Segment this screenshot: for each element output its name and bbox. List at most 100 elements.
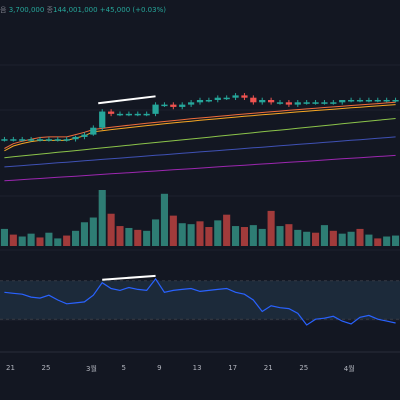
volume-bar-15: [134, 229, 142, 246]
volume-bar-43: [383, 236, 391, 246]
rsi-line: [4, 277, 396, 326]
candle-20: [179, 102, 186, 110]
candle-31: [276, 100, 284, 105]
candle-29: [259, 97, 266, 105]
volume-bar-25: [223, 214, 231, 246]
x-tick-label: 17: [228, 364, 238, 372]
volume-bar-36: [320, 225, 328, 246]
candle-43: [383, 97, 390, 103]
volume-bar-17: [152, 219, 160, 246]
header-low: 3,700,000: [8, 6, 45, 14]
candle-body: [63, 139, 70, 141]
candle-21: [188, 100, 195, 107]
candle-8: [72, 135, 79, 142]
candle-11: [99, 109, 106, 130]
volume-bar-7: [63, 235, 71, 246]
candle-body: [348, 100, 355, 102]
volume-bar-22: [196, 221, 204, 246]
volume-bar-2: [18, 236, 26, 246]
candle-body: [383, 100, 390, 102]
volume-pane[interactable]: [0, 190, 400, 246]
volume-bar-20: [178, 223, 186, 246]
candle-30: [268, 97, 275, 105]
rsi-band: [0, 280, 400, 320]
volume-bar-37: [329, 230, 337, 246]
candle-38: [339, 100, 346, 105]
candle-25: [223, 95, 230, 100]
candle-16: [143, 111, 150, 117]
volume-bar-5: [45, 232, 53, 246]
candle-7: [63, 136, 70, 142]
candle-body: [188, 102, 195, 105]
candle-body: [356, 100, 364, 102]
x-tick-label: 25: [41, 364, 51, 372]
candle-28: [250, 95, 257, 105]
candle-42: [374, 97, 381, 103]
candle-body: [90, 127, 97, 135]
candle-body: [339, 100, 346, 103]
candle-body: [330, 102, 337, 104]
volume-bar-31: [276, 226, 284, 246]
volume-bar-24: [214, 220, 222, 246]
volume-bar-6: [54, 238, 62, 246]
candle-body: [143, 113, 150, 116]
candle-body: [223, 97, 230, 100]
candle-34: [303, 100, 310, 105]
candle-body: [161, 104, 168, 107]
volume-bar-19: [169, 215, 177, 246]
volume-bar-13: [116, 226, 124, 246]
candle-body: [268, 100, 275, 103]
candle-44: [392, 97, 399, 103]
candle-body: [232, 95, 239, 98]
x-tick-label: 25: [299, 364, 309, 372]
volume-bar-38: [338, 233, 346, 246]
candle-39: [348, 97, 355, 103]
volume-bar-1: [9, 234, 17, 246]
price-pane[interactable]: [1, 93, 399, 182]
candle-body: [1, 139, 8, 141]
candle-body: [152, 104, 159, 114]
volume-bar-34: [303, 231, 311, 246]
candle-24: [214, 95, 221, 103]
volume-bar-3: [27, 233, 35, 246]
candle-10: [90, 125, 97, 136]
volume-bar-0: [0, 228, 8, 246]
volume-bar-29: [258, 228, 266, 246]
volume-bar-40: [356, 228, 364, 246]
candle-body: [365, 100, 372, 102]
candle-14: [125, 111, 132, 117]
rsi-pane[interactable]: [0, 274, 400, 326]
volume-bar-18: [160, 193, 168, 246]
x-tick-label: 13: [192, 364, 202, 372]
rsi-divergence-line: [102, 274, 156, 281]
candle-9: [81, 132, 88, 140]
candle-body: [54, 139, 61, 141]
candle-40: [356, 97, 364, 103]
candle-body: [179, 104, 186, 107]
x-tick-label: 5: [121, 364, 127, 372]
x-tick-label: 21: [263, 364, 273, 372]
candle-32: [285, 100, 292, 107]
candle-26: [232, 93, 239, 100]
candle-22: [196, 97, 204, 105]
moving-average-line-4: [4, 136, 396, 168]
volume-bar-39: [347, 231, 355, 246]
candle-3: [28, 136, 35, 142]
volume-bar-9: [80, 222, 88, 246]
candle-15: [134, 111, 141, 117]
candle-33: [294, 100, 301, 107]
candle-17: [152, 102, 159, 117]
x-tick-label: 9: [157, 364, 162, 372]
candle-19: [170, 102, 177, 110]
header-close-value: 144,001,000: [53, 6, 98, 14]
candle-body: [294, 102, 301, 105]
candle-body: [259, 100, 266, 103]
candle-23: [205, 97, 212, 103]
candle-body: [392, 100, 399, 102]
volume-bar-27: [240, 227, 248, 246]
volume-bar-30: [267, 210, 275, 246]
volume-bar-11: [98, 190, 106, 246]
candle-body: [214, 97, 221, 100]
volume-bar-14: [125, 227, 133, 246]
